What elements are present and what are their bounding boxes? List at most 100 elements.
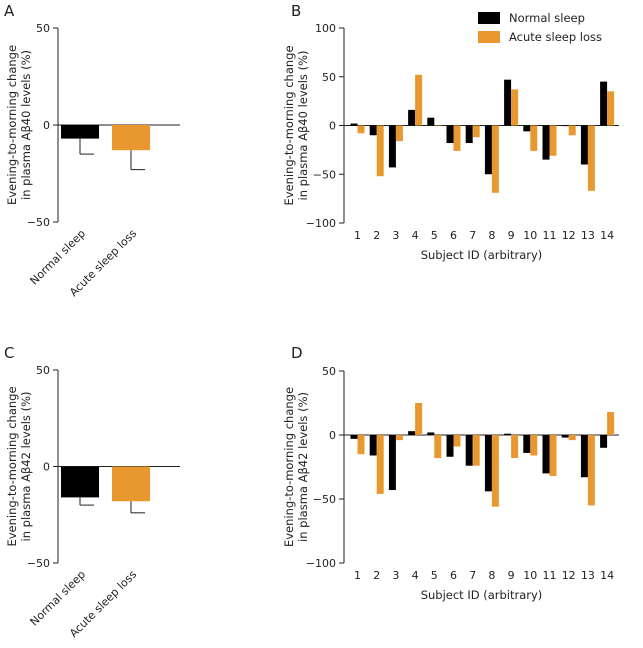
y-axis-label-line: in plasma Aβ40 levels (%) <box>296 51 310 201</box>
x-tick-label: 13 <box>581 569 595 582</box>
bar-normal-sleep <box>465 435 473 466</box>
x-axis-label: Subject ID (arbitrary) <box>421 248 543 262</box>
y-tick-label: 50 <box>322 365 336 378</box>
x-tick-label: 14 <box>600 569 614 582</box>
bar-acute-sleep-loss <box>549 435 557 476</box>
bar-acute-sleep-loss <box>491 435 499 507</box>
y-axis-label: Evening-to-morning changein plasma Aβ42 … <box>282 387 310 547</box>
bar-normal-sleep <box>350 123 358 126</box>
bar-acute-sleep-loss <box>376 435 384 494</box>
bar-acute-sleep-loss <box>607 91 615 126</box>
bar-normal-sleep <box>465 125 473 144</box>
bar-acute-sleep-loss <box>549 125 557 156</box>
bar-acute-sleep-loss <box>530 435 538 456</box>
bar-acute-sleep-loss <box>587 125 595 191</box>
bar-acute-sleep-loss <box>472 125 480 138</box>
bar-normal-sleep <box>542 435 550 474</box>
panel-B: B 100 50 0 −50 −100 Evening-to-morning changei… <box>282 2 619 262</box>
bar-acute-sleep-loss <box>415 403 423 435</box>
x-tick-label: 7 <box>469 569 476 582</box>
panel-label: D <box>291 344 303 362</box>
y-tick-label: 50 <box>322 71 336 84</box>
x-tick-label: 1 <box>354 569 361 582</box>
y-axis-label-line: in plasma Aβ40 levels (%) <box>19 50 33 200</box>
bar-acute-sleep-loss <box>357 125 365 134</box>
bar-acute-sleep-loss <box>112 125 150 151</box>
panel-D: D 50 0 −50 −100 Evening-to-morning changein p… <box>282 344 619 602</box>
y-tick-label: 0 <box>329 120 336 133</box>
y-tick-label: 0 <box>43 461 50 474</box>
bar-normal-sleep <box>388 125 396 168</box>
bar-normal-sleep <box>61 125 99 139</box>
x-tick-label: 5 <box>431 569 438 582</box>
bar-acute-sleep-loss <box>472 435 480 466</box>
x-tick-label: 10 <box>523 229 537 242</box>
y-axis-label-line: Evening-to-morning change <box>282 387 296 547</box>
y-axis-label: Evening-to-morning changein plasma Aβ40 … <box>282 45 310 205</box>
legend-label-normal-sleep: Normal sleep <box>509 11 585 25</box>
x-tick-label: 1 <box>354 229 361 242</box>
x-tick-label: 6 <box>450 569 457 582</box>
y-tick-label: 50 <box>36 22 50 35</box>
y-axis-label: Evening-to-morning changein plasma Aβ42 … <box>5 386 33 546</box>
x-tick-label: 3 <box>392 569 399 582</box>
bar-acute-sleep-loss <box>453 125 461 151</box>
bar-normal-sleep <box>408 431 416 435</box>
y-axis-label-line: Evening-to-morning change <box>282 45 296 205</box>
bar-normal-sleep <box>523 435 531 453</box>
bar-normal-sleep <box>504 79 512 126</box>
x-axis-label: Subject ID (arbitrary) <box>421 588 543 602</box>
x-tick-label: 9 <box>508 569 515 582</box>
x-tick-label: 4 <box>412 229 419 242</box>
x-tick-label: 11 <box>543 229 557 242</box>
x-tick-label: 4 <box>412 569 419 582</box>
x-tick-label: 12 <box>562 229 576 242</box>
bar-normal-sleep <box>561 125 569 127</box>
bar-normal-sleep <box>542 125 550 160</box>
panel-label: A <box>4 2 15 20</box>
bar-normal-sleep <box>350 435 358 439</box>
bar-acute-sleep-loss <box>530 125 538 151</box>
legend-label-acute-sleep-loss: Acute sleep loss <box>509 30 602 44</box>
bar-normal-sleep <box>427 117 435 126</box>
bar-normal-sleep <box>484 125 492 175</box>
bar-normal-sleep <box>484 435 492 492</box>
x-tick-label: 5 <box>431 229 438 242</box>
y-axis-label-line: in plasma Aβ42 levels (%) <box>19 392 33 542</box>
y-tick-label: −100 <box>306 217 336 230</box>
bar-acute-sleep-loss <box>607 411 615 435</box>
bar-normal-sleep <box>446 435 454 457</box>
y-tick-label: −50 <box>27 216 50 229</box>
bar-normal-sleep <box>427 432 435 435</box>
bar-acute-sleep-loss <box>568 435 576 441</box>
bar-acute-sleep-loss <box>434 125 442 127</box>
x-tick-label: 14 <box>600 229 614 242</box>
bar-normal-sleep <box>580 435 588 478</box>
bar-normal-sleep <box>600 81 608 126</box>
x-tick-label: 6 <box>450 229 457 242</box>
legend-swatch-acute-sleep-loss <box>478 31 500 43</box>
x-tick-label: 2 <box>373 229 380 242</box>
bar-acute-sleep-loss <box>112 466 150 502</box>
y-tick-label: −100 <box>306 557 336 570</box>
y-tick-label: 100 <box>315 22 336 35</box>
bar-acute-sleep-loss <box>453 435 461 447</box>
y-axis-label: Evening-to-morning changein plasma Aβ40 … <box>5 45 33 205</box>
panel-A: A 50 0 −50 Evening-to-morning changein plasm… <box>4 2 180 299</box>
x-tick-label: 7 <box>469 229 476 242</box>
bar-normal-sleep <box>446 125 454 144</box>
panel-label: B <box>291 2 301 20</box>
bar-normal-sleep <box>408 109 416 126</box>
bar-normal-sleep <box>369 125 377 136</box>
y-tick-label: −50 <box>27 557 50 570</box>
bar-normal-sleep <box>600 435 608 448</box>
bar-normal-sleep <box>580 125 588 165</box>
bar-acute-sleep-loss <box>587 435 595 506</box>
y-tick-label: 0 <box>329 429 336 442</box>
legend-swatch-normal-sleep <box>478 12 500 24</box>
legend: Normal sleep Acute sleep loss <box>478 11 602 44</box>
bar-acute-sleep-loss <box>415 74 423 126</box>
bar-acute-sleep-loss <box>395 435 403 441</box>
x-tick-label: 3 <box>392 229 399 242</box>
